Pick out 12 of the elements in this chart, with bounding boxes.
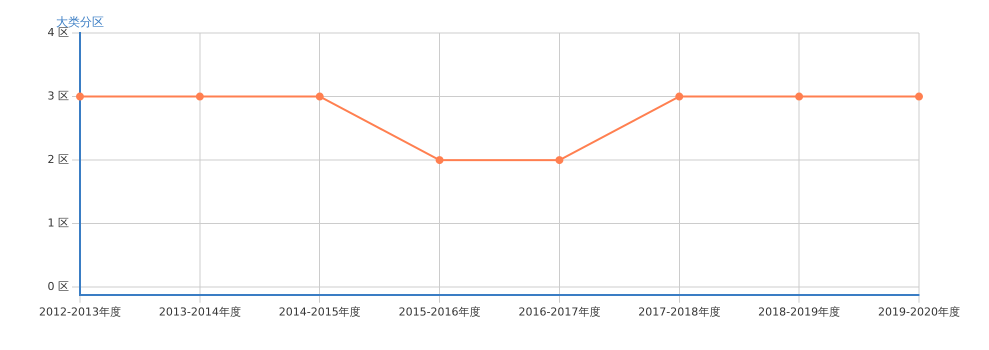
x-tick-label: 2015-2016年度 xyxy=(398,305,481,318)
x-tick-label: 2018-2019年度 xyxy=(758,305,840,318)
y-tick-label: 1 区 xyxy=(48,216,69,230)
y-tick-label: 3 区 xyxy=(48,89,69,102)
x-tick-label: 2013-2014年度 xyxy=(158,305,241,318)
x-tick-label: 2014-2015年度 xyxy=(278,305,361,318)
x-tick-label: 2019-2020年度 xyxy=(878,305,960,318)
y-tick-label: 2 区 xyxy=(48,152,69,166)
y-tick-label: 0 区 xyxy=(48,280,69,294)
x-tick-label: 2017-2018年度 xyxy=(638,305,720,318)
x-tick-label: 2016-2017年度 xyxy=(518,305,600,318)
x-tick-label: 2012-2013年度 xyxy=(39,305,121,318)
